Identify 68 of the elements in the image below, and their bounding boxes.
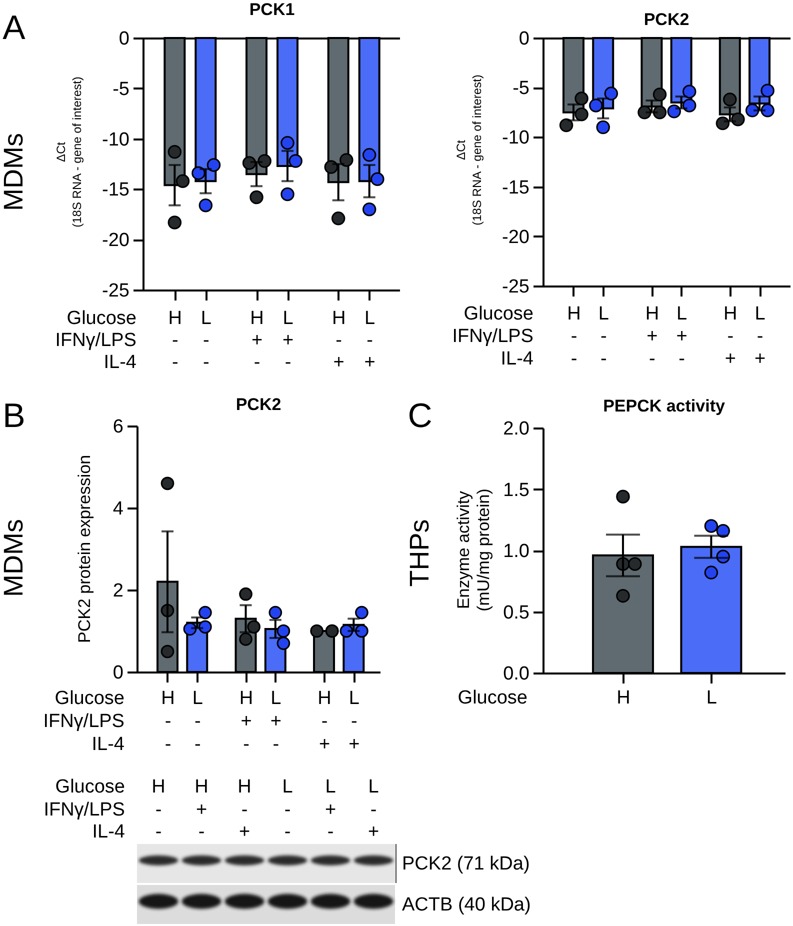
y-tick-label: 0.5: [503, 602, 530, 624]
x-tick-label: H: [616, 687, 630, 708]
category-label: H - +: [238, 776, 252, 842]
y-tick-label: -15: [102, 180, 130, 201]
y-tick-label: 0.0: [503, 664, 530, 684]
text: B: [2, 397, 26, 435]
category-label: H + -: [194, 776, 208, 842]
x-tick-label: L: [706, 687, 717, 708]
y-tick-label: -15: [502, 177, 530, 198]
x-tick-label: H - +: [724, 303, 738, 370]
y-tick-label: 0: [118, 28, 130, 50]
y-axis-title: Enzyme activity (mU/mg protein): [454, 488, 493, 612]
chart-title: PCK1: [249, 0, 295, 19]
text: C: [408, 397, 432, 435]
x-tick-label: L - -: [598, 303, 609, 370]
text: MDMs: [0, 519, 28, 597]
x-axis-title: Glucose: [458, 687, 528, 708]
chart-title: PEPCK activity: [603, 396, 726, 416]
x-tick-label: H - +: [332, 308, 346, 373]
x-axis-title: Glucose IFNγ/LPS IL-4: [452, 303, 534, 370]
x-tick-label: H - -: [168, 308, 182, 373]
x-tick-label: H - -: [567, 303, 581, 370]
y-tick-label: 1.5: [503, 480, 530, 501]
category-label: H - -: [152, 776, 166, 842]
text: PCK2 (71 kDa): [402, 853, 530, 874]
y-axis-title: PCK2 protein expression: [75, 454, 94, 644]
y-axis-title: ΔCt (18S RNA - gene of interest): [454, 74, 484, 226]
x-axis-title: Glucose IFNγ/LPS IL-4: [55, 308, 137, 373]
x-tick-label: L + -: [270, 688, 282, 755]
text: Glucose IFNγ/LPS IL-4: [44, 776, 125, 842]
y-tick-label: -10: [502, 128, 530, 149]
category-label: L + -: [324, 776, 336, 842]
x-tick-label: H - -: [161, 688, 175, 755]
y-tick-label: -25: [102, 280, 130, 302]
y-tick-label: -10: [102, 129, 130, 150]
x-axis-title: Glucose IFNγ/LPS IL-4: [43, 688, 125, 755]
text: A: [2, 9, 26, 47]
y-tick-label: -20: [102, 230, 130, 252]
x-tick-label: L + -: [282, 308, 294, 373]
category-label: L - -: [282, 776, 293, 842]
x-tick-label: H + -: [645, 303, 660, 370]
y-tick-label: 0: [112, 662, 124, 684]
x-tick-label: L - +: [754, 303, 766, 370]
y-tick-label: -25: [502, 276, 530, 298]
y-axis-title: ΔCt (18S RNA - gene of interest): [54, 76, 84, 228]
x-tick-label: H + -: [239, 688, 254, 755]
text: THPs: [404, 519, 434, 587]
x-tick-label: L - -: [192, 688, 203, 755]
chart-title: PCK2: [236, 395, 282, 414]
y-tick-label: -5: [112, 78, 130, 100]
x-tick-label: L - -: [200, 308, 212, 373]
category-label: L - +: [368, 776, 380, 842]
y-tick-label: 2.0: [503, 418, 530, 440]
y-tick-label: 6: [112, 416, 124, 438]
y-tick-label: 4: [112, 498, 124, 520]
y-tick-label: -5: [512, 78, 530, 100]
x-tick-label: L - +: [364, 308, 376, 373]
y-tick-label: 0: [518, 28, 530, 50]
x-tick-label: H - +: [318, 688, 332, 755]
text: MDMs: [0, 133, 28, 211]
y-tick-label: 1.0: [503, 541, 530, 562]
y-tick-label: 2: [112, 580, 124, 602]
x-tick-label: L + -: [676, 303, 688, 370]
x-tick-label: L - +: [348, 688, 360, 755]
x-tick-label: H + -: [250, 308, 264, 373]
chart-title: PCK2: [644, 10, 690, 29]
text: ACTB (40 kDa): [402, 894, 531, 915]
y-tick-label: -20: [502, 226, 530, 248]
